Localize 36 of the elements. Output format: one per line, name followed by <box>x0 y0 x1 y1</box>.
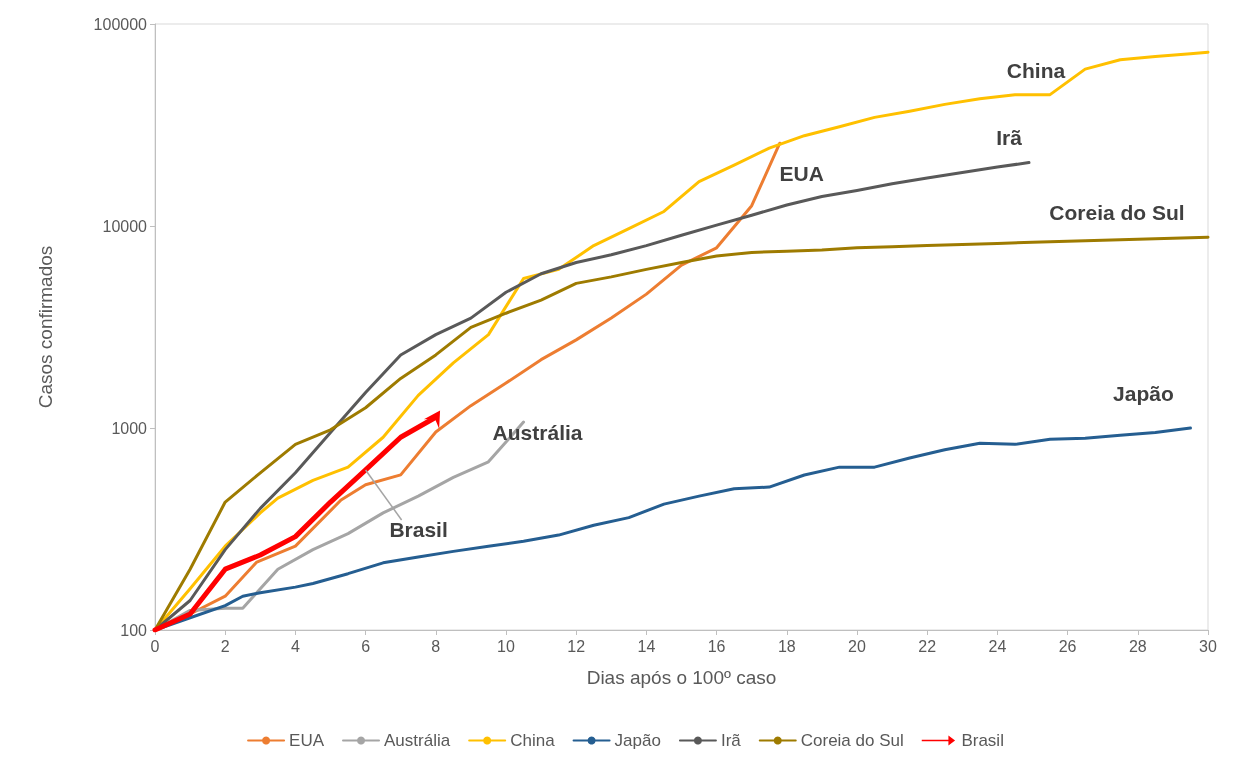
x-tick-label: 16 <box>707 637 726 655</box>
y-tick-label: 100 <box>120 621 148 639</box>
annotation: Austrália <box>492 420 583 444</box>
x-tick-label: 14 <box>637 637 656 655</box>
y-axis-title: Casos confirmados <box>35 245 56 409</box>
legend-label: Coreia do Sul <box>800 731 904 750</box>
x-tick-label: 0 <box>150 637 160 655</box>
annotation: China <box>1006 58 1066 82</box>
x-tick-label: 12 <box>567 637 586 655</box>
annotation: Irã <box>996 126 1023 150</box>
x-axis-title: Dias após o 100º caso <box>586 667 777 688</box>
annotation: Japão <box>1113 381 1174 405</box>
x-tick-label: 30 <box>1199 637 1217 655</box>
legend-label: Irã <box>720 731 742 750</box>
x-tick-label: 26 <box>1058 637 1077 655</box>
x-tick-label: 18 <box>777 637 796 655</box>
annotation: Coreia do Sul <box>1049 200 1185 224</box>
legend-label: Japão <box>614 731 661 750</box>
y-tick-label: 10000 <box>102 217 148 235</box>
y-tick-label: 100000 <box>93 15 148 33</box>
legend-label: Austrália <box>384 731 451 750</box>
x-tick-label: 24 <box>988 637 1007 655</box>
legend-label: Brasil <box>961 731 1004 750</box>
x-tick-label: 8 <box>431 637 441 655</box>
annotation: Brasil <box>389 518 448 542</box>
y-tick-label: 1000 <box>111 419 148 437</box>
legend-label: China <box>510 731 556 750</box>
x-tick-label: 28 <box>1128 637 1147 655</box>
x-tick-label: 2 <box>220 637 230 655</box>
x-tick-label: 10 <box>497 637 515 655</box>
x-tick-label: 22 <box>918 637 937 655</box>
annotation: EUA <box>779 161 824 185</box>
x-tick-label: 20 <box>848 637 866 655</box>
x-tick-label: 4 <box>290 637 300 655</box>
legend-label: EUA <box>289 731 325 750</box>
x-tick-label: 6 <box>361 637 371 655</box>
